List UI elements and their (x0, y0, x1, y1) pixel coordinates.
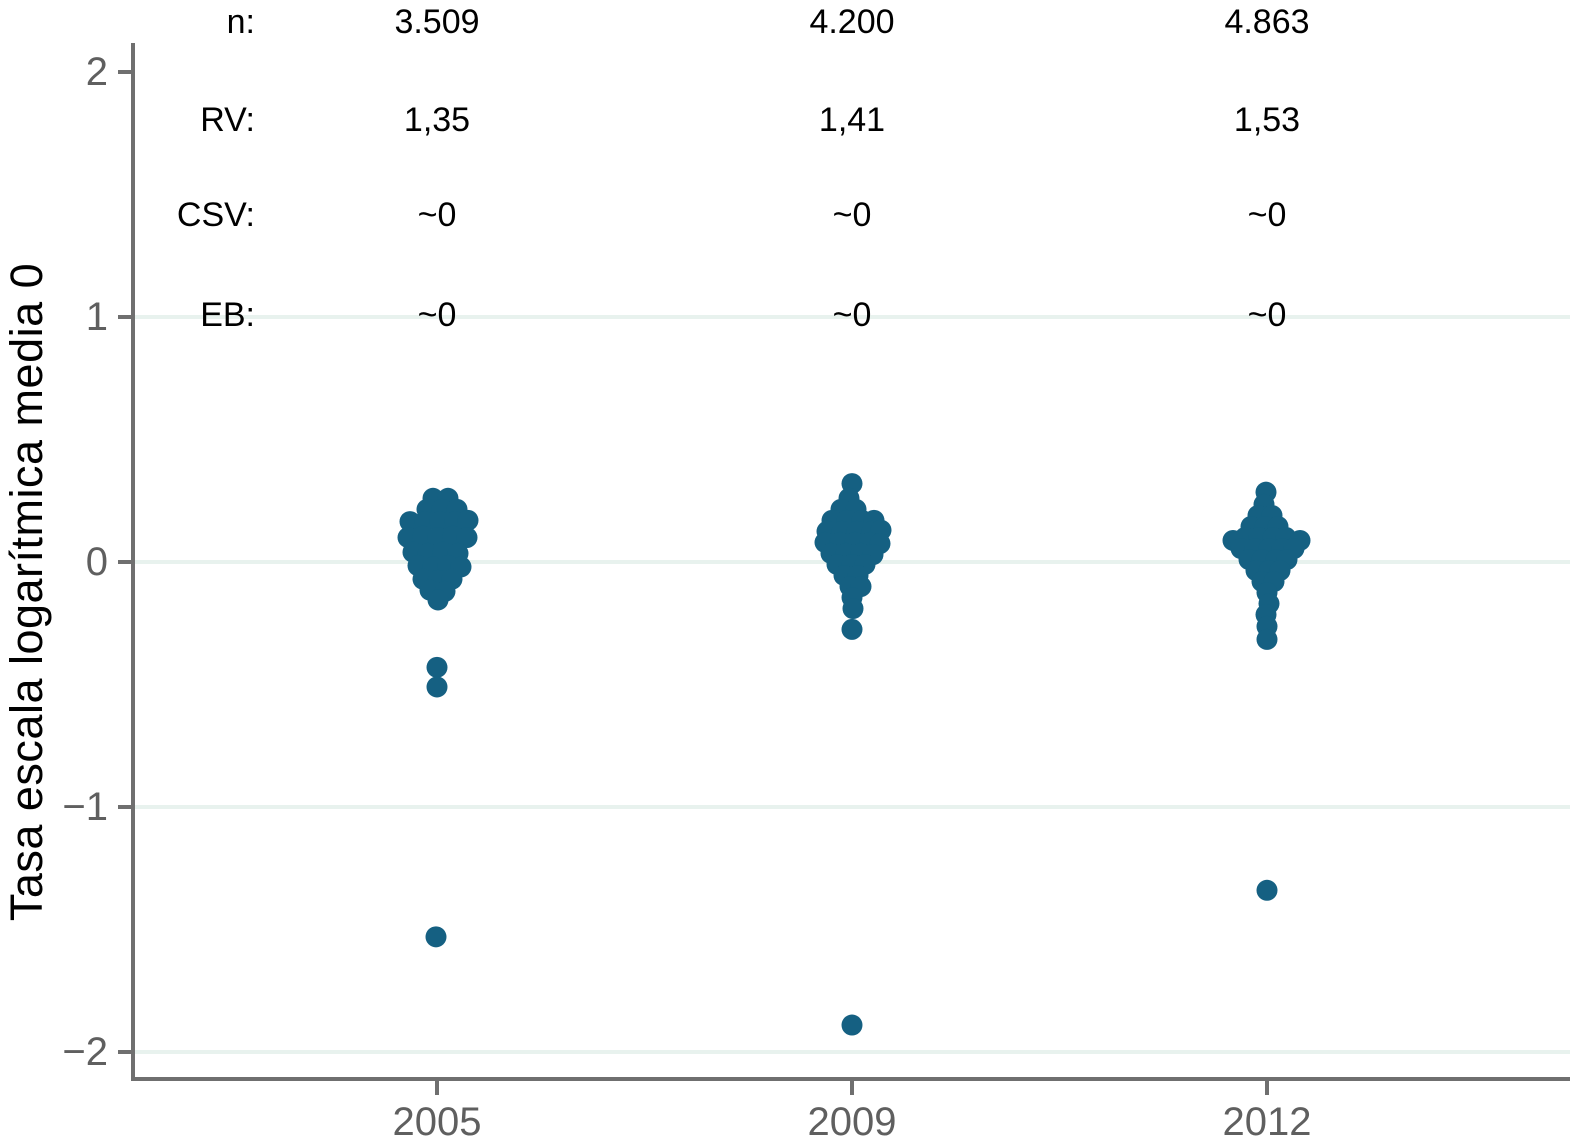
data-point-2005 (426, 676, 448, 698)
stat-row-label-n: n: (227, 3, 255, 41)
stat-value-EB-2005: ~0 (418, 296, 457, 334)
data-point-2005 (425, 926, 447, 948)
stat-value-RV-2005: 1,35 (404, 101, 470, 139)
data-point-2005 (399, 511, 421, 533)
stat-row-label-RV: RV: (200, 101, 255, 139)
stat-value-CSV-2012: ~0 (1248, 196, 1287, 234)
data-point-2005 (457, 509, 479, 531)
data-point-2005 (412, 525, 434, 547)
stat-value-n-2009: 4.200 (809, 3, 894, 41)
stat-row-label-EB: EB: (200, 296, 255, 334)
x-tick-label-2005: 2005 (393, 1100, 482, 1144)
x-tick-label-2012: 2012 (1223, 1100, 1312, 1144)
data-point-2009 (842, 598, 864, 620)
data-point-2012 (1256, 628, 1278, 650)
data-point-2012 (1256, 879, 1278, 901)
data-point-2009 (841, 1014, 863, 1036)
stat-value-n-2005: 3.509 (394, 3, 479, 41)
y-tick-label--2: −2 (62, 1030, 108, 1074)
data-point-2005 (456, 527, 478, 548)
y-tick-label--1: −1 (62, 785, 108, 829)
data-point-2005 (426, 656, 448, 678)
stat-value-EB-2009: ~0 (833, 296, 872, 334)
data-point-2009 (841, 618, 863, 640)
stat-row-label-CSV: CSV: (177, 196, 255, 234)
stat-value-n-2012: 4.863 (1224, 3, 1309, 41)
data-point-2005 (429, 511, 451, 533)
stat-value-RV-2012: 1,53 (1234, 101, 1300, 139)
x-tick-label-2009: 2009 (808, 1100, 897, 1144)
stat-value-CSV-2009: ~0 (833, 196, 872, 234)
stat-value-RV-2009: 1,41 (819, 101, 885, 139)
stat-value-CSV-2005: ~0 (418, 196, 457, 234)
y-tick-label-1: 1 (86, 295, 108, 339)
y-tick-label-0: 0 (86, 540, 108, 584)
stat-value-EB-2012: ~0 (1248, 296, 1287, 334)
data-point-2005 (427, 589, 449, 611)
y-tick-label-2: 2 (86, 50, 108, 94)
